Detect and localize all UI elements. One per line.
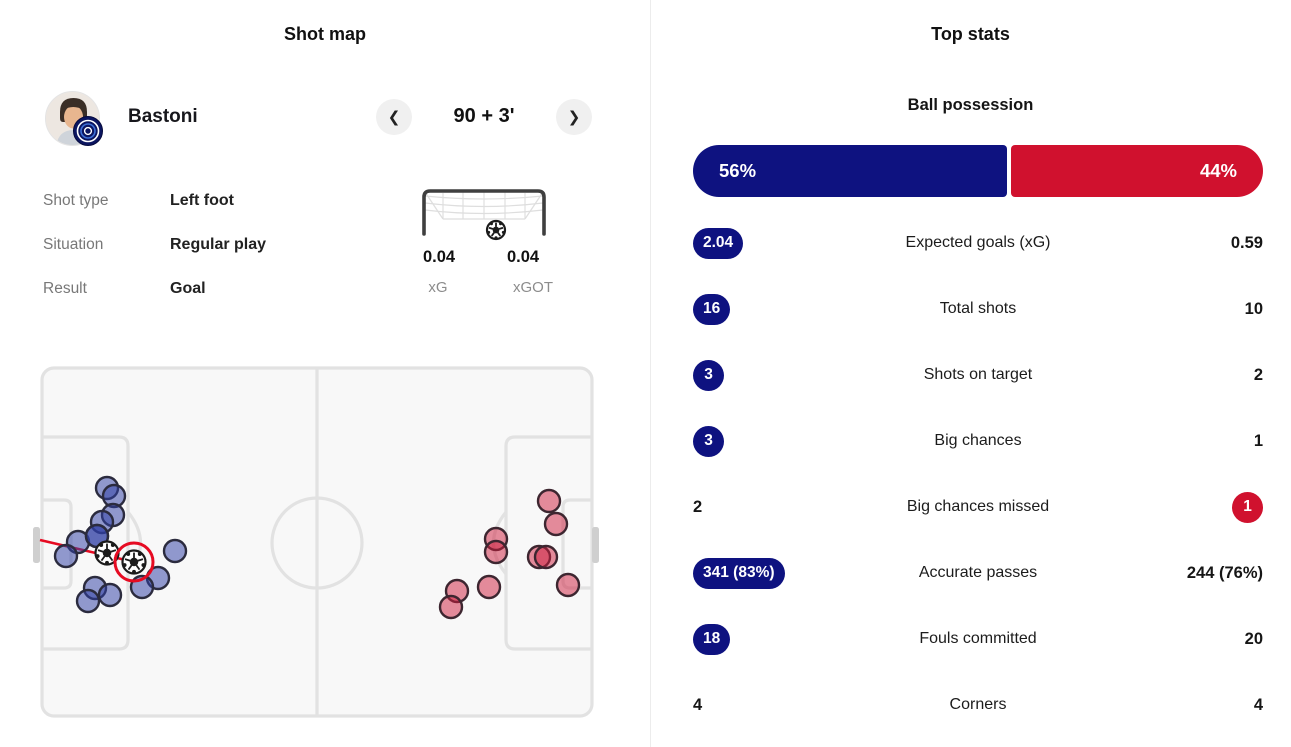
- shot-dot-home[interactable]: [75, 588, 101, 614]
- stat-value-home: 3: [693, 425, 724, 457]
- detail-label: Shot type: [43, 192, 109, 209]
- detail-value: Regular play: [170, 236, 267, 253]
- stat-rows: 2.04 Expected goals (xG) 0.59 16 Total shots…: [650, 210, 1291, 738]
- shot-dot-home[interactable]: [162, 538, 188, 564]
- shot-dot-home[interactable]: [53, 543, 79, 569]
- selected-goal-ball-icon[interactable]: [113, 541, 155, 583]
- chevron-left-icon: ❮: [387, 109, 401, 126]
- detail-row-shot-type: Shot type Left foot: [43, 179, 383, 223]
- stat-label: Expected goals (xG): [905, 234, 1051, 251]
- possession-home-value: 56%: [719, 160, 757, 181]
- stat-row: 18 Fouls committed 20: [693, 606, 1263, 672]
- detail-label: Situation: [43, 236, 104, 253]
- stat-row: 341 (83%) Accurate passes 244 (76%): [693, 540, 1263, 606]
- stat-row: 3 Big chances 1: [693, 408, 1263, 474]
- shot-dot-away[interactable]: [555, 572, 581, 598]
- stat-value-away: 20: [1244, 629, 1263, 648]
- pitch-markings: [33, 366, 599, 718]
- detail-value: Left foot: [170, 192, 234, 209]
- stat-label: Fouls committed: [919, 630, 1037, 647]
- stat-row: 3 Shots on target 2: [693, 342, 1263, 408]
- player-name: Bastoni: [128, 106, 198, 127]
- shot-dot-away[interactable]: [536, 488, 562, 514]
- detail-label: Result: [43, 280, 87, 297]
- stat-label: Big chances missed: [906, 498, 1050, 515]
- stat-value-away: 1: [1253, 431, 1263, 450]
- stat-value-away: 10: [1244, 299, 1263, 318]
- stat-label: Big chances: [934, 432, 1022, 449]
- detail-row-result: Result Goal: [43, 267, 383, 311]
- goal-ball-icon: [485, 219, 507, 241]
- shot-time: 90 + 3': [453, 105, 515, 127]
- stat-row: 2.04 Expected goals (xG) 0.59: [693, 210, 1263, 276]
- possession-label: Ball possession: [907, 96, 1034, 114]
- possession-away-segment: 44%: [1010, 145, 1263, 197]
- goal-left: [33, 527, 40, 563]
- goal-net: [424, 191, 544, 220]
- goal-frame: [422, 189, 546, 236]
- goal-ball-icon[interactable]: [94, 540, 120, 566]
- stat-value-away: 4: [1253, 695, 1263, 714]
- previous-shot-button[interactable]: ❮: [376, 99, 412, 135]
- xgot-value: 0.04: [506, 248, 540, 266]
- stat-value-home: 3: [693, 359, 724, 391]
- stat-row: 16 Total shots 10: [693, 276, 1263, 342]
- goal-right: [592, 527, 599, 563]
- shot-map-title: Shot map: [283, 24, 366, 44]
- xg-label: xG: [428, 279, 448, 296]
- detail-row-situation: Situation Regular play: [43, 223, 383, 267]
- stat-label: Corners: [949, 696, 1007, 713]
- shot-dot-away[interactable]: [476, 574, 502, 600]
- stat-row: 2 Big chances missed 1: [693, 474, 1263, 540]
- next-shot-button[interactable]: ❯: [556, 99, 592, 135]
- stat-label: Shots on target: [923, 366, 1033, 383]
- stat-value-away: 0.59: [1230, 233, 1263, 252]
- panel-divider: [650, 0, 651, 747]
- shot-dot-away[interactable]: [543, 511, 569, 537]
- ball-icon: [485, 219, 507, 241]
- possession-home-segment: 56%: [693, 145, 1007, 197]
- stat-value-home: 16: [693, 293, 731, 325]
- shot-dot-home[interactable]: [97, 582, 123, 608]
- shot-details: Shot type Left foot Situation Regular pl…: [43, 179, 383, 311]
- pitch: [33, 366, 599, 718]
- detail-value: Goal: [170, 280, 206, 297]
- top-stats-panel: Top stats Ball possession 56% 44% 2.04 Ex…: [650, 0, 1291, 747]
- possession-bar: 56% 44%: [693, 145, 1263, 197]
- chevron-right-icon: ❯: [567, 109, 581, 126]
- stat-value-home: 2.04: [693, 227, 744, 259]
- xgot-label: xGOT: [513, 279, 553, 296]
- goal-mouth-graphic: [422, 189, 546, 241]
- shot-dot-away[interactable]: [438, 594, 464, 620]
- inter-badge-icon: [73, 116, 103, 146]
- stat-value-away: 244 (76%): [1186, 563, 1263, 582]
- stat-row: 4 Corners 4: [693, 672, 1263, 738]
- player-avatar: [45, 91, 103, 149]
- stat-label: Total shots: [939, 300, 1017, 317]
- stat-value-away: 2: [1253, 365, 1263, 384]
- shot-map-panel: Shot map Bastoni ❮ 90 + 3': [33, 24, 599, 718]
- stat-value-home: 4: [693, 695, 703, 714]
- top-stats-title: Top stats: [931, 24, 1010, 44]
- stat-value-home: 18: [693, 623, 731, 655]
- possession-away-value: 44%: [1199, 160, 1237, 181]
- xg-value: 0.04: [422, 248, 456, 266]
- shot-dot-away[interactable]: [483, 539, 509, 565]
- shot-dots-layer[interactable]: [53, 475, 581, 620]
- stat-label: Accurate passes: [918, 564, 1038, 581]
- stat-value-home: 2: [693, 497, 703, 516]
- shot-dot-away[interactable]: [533, 544, 559, 570]
- stat-value-away: 1: [1232, 491, 1263, 523]
- stat-value-home: 341 (83%): [693, 557, 785, 589]
